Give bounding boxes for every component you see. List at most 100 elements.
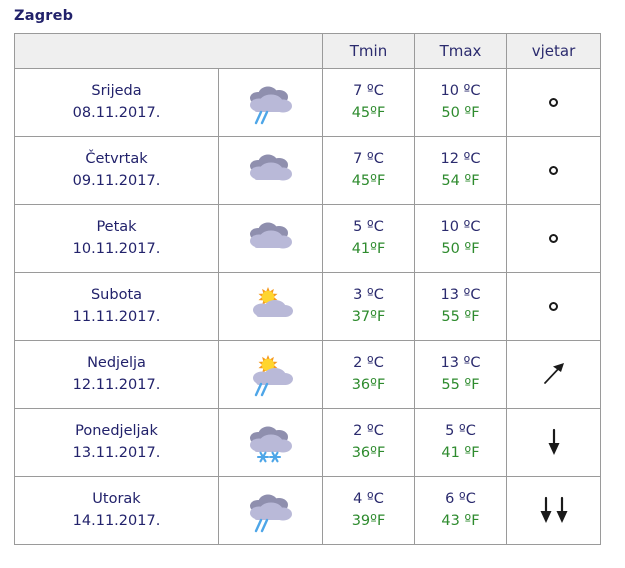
table-header-row: Tmin Tmax vjetar: [14, 33, 601, 69]
calm-wind-icon: [549, 234, 558, 243]
tmax-celsius: 13 ºC: [440, 287, 481, 304]
wind-arrow-northeast-icon: [532, 358, 576, 390]
table-row: Utorak 14.11.2017. 4 ºC 39ºF 6 ºC 43 ºF: [14, 476, 601, 545]
table-row: Četvrtak 09.11.2017. 7 ºC 45ºF 12 ºC 54 ºF: [14, 136, 601, 205]
day-date: 12.11.2017.: [72, 376, 161, 393]
wind-cell: [506, 272, 601, 341]
cloudy-icon: [242, 217, 300, 261]
wind-icon: [532, 426, 576, 460]
tmax-cell: 10 ºC 50 ºF: [414, 204, 507, 273]
tmax-fahrenheit: 50 ºF: [441, 240, 480, 257]
day-name: Srijeda: [91, 83, 142, 100]
wind-arrow-down-icon: [532, 426, 576, 458]
weather-icon-cell: [218, 340, 323, 409]
column-header-tmin: Tmin: [322, 33, 415, 69]
cloudy-snow-icon: [242, 421, 300, 465]
table-row: Petak 10.11.2017. 5 ºC 41ºF 10 ºC 50 ºF: [14, 204, 601, 273]
wind-cell: [506, 68, 601, 137]
wind-arrow-down-double-icon: [532, 494, 576, 526]
sun-cloud-rain-icon: [242, 353, 300, 397]
tmax-cell: 10 ºC 50 ºF: [414, 68, 507, 137]
tmin-celsius: 2 ºC: [353, 423, 384, 440]
wind-cell: [506, 476, 601, 545]
weather-icon-cell: [218, 68, 323, 137]
wind-cell: [506, 136, 601, 205]
tmin-celsius: 2 ºC: [353, 355, 384, 372]
table-header: Tmin Tmax vjetar: [14, 33, 601, 69]
tmax-cell: 5 ºC 41 ºF: [414, 408, 507, 477]
weather-icon-cell: [218, 136, 323, 205]
day-name: Ponedjeljak: [75, 423, 158, 440]
column-header-day: [14, 33, 323, 69]
day-name: Nedjelja: [87, 355, 146, 372]
tmax-celsius: 5 ºC: [445, 423, 476, 440]
tmin-fahrenheit: 39ºF: [351, 512, 386, 529]
table-row: Srijeda 08.11.2017. 7 ºC 45ºF 10 ºC 50 ºF: [14, 68, 601, 137]
tmax-celsius: 10 ºC: [440, 83, 481, 100]
day-cell: Četvrtak 09.11.2017.: [14, 136, 219, 205]
tmin-cell: 3 ºC 37ºF: [322, 272, 415, 341]
tmax-fahrenheit: 41 ºF: [441, 444, 480, 461]
weather-icon-cell: [218, 408, 323, 477]
tmin-cell: 2 ºC 36ºF: [322, 340, 415, 409]
day-date: 11.11.2017.: [72, 308, 161, 325]
wind-icon: [532, 154, 576, 188]
column-header-tmax: Tmax: [414, 33, 507, 69]
tmax-celsius: 10 ºC: [440, 219, 481, 236]
wind-cell: [506, 340, 601, 409]
weather-icon-cell: [218, 204, 323, 273]
wind-cell: [506, 408, 601, 477]
table-row: Subota 11.11.2017. 3 ºC 37ºF 13 ºC 55 ºF: [14, 272, 601, 341]
wind-icon: [532, 494, 576, 528]
weather-icon-cell: [218, 272, 323, 341]
day-cell: Ponedjeljak 13.11.2017.: [14, 408, 219, 477]
tmin-cell: 4 ºC 39ºF: [322, 476, 415, 545]
tmin-celsius: 7 ºC: [353, 151, 384, 168]
tmin-celsius: 5 ºC: [353, 219, 384, 236]
tmax-celsius: 6 ºC: [445, 491, 476, 508]
tmax-celsius: 12 ºC: [440, 151, 481, 168]
tmax-fahrenheit: 55 ºF: [441, 376, 480, 393]
page-title: Zagreb: [14, 8, 74, 24]
day-cell: Srijeda 08.11.2017.: [14, 68, 219, 137]
tmax-fahrenheit: 50 ºF: [441, 104, 480, 121]
day-cell: Nedjelja 12.11.2017.: [14, 340, 219, 409]
table-body: Srijeda 08.11.2017. 7 ºC 45ºF 10 ºC 50 ºF Četv…: [14, 68, 601, 545]
tmin-fahrenheit: 41ºF: [351, 240, 386, 257]
day-date: 09.11.2017.: [72, 172, 161, 189]
tmax-cell: 13 ºC 55 ºF: [414, 340, 507, 409]
wind-icon: [532, 222, 576, 256]
tmax-fahrenheit: 55 ºF: [441, 308, 480, 325]
day-date: 14.11.2017.: [72, 512, 161, 529]
day-name: Četvrtak: [85, 151, 148, 168]
wind-icon: [532, 290, 576, 324]
day-cell: Petak 10.11.2017.: [14, 204, 219, 273]
column-header-wind: vjetar: [506, 33, 601, 69]
day-date: 10.11.2017.: [72, 240, 161, 257]
tmin-cell: 5 ºC 41ºF: [322, 204, 415, 273]
cloudy-rain-icon: [242, 489, 300, 533]
wind-icon: [532, 358, 576, 392]
calm-wind-icon: [549, 98, 558, 107]
calm-wind-icon: [549, 302, 558, 311]
wind-icon: [532, 86, 576, 120]
tmin-fahrenheit: 36ºF: [351, 444, 386, 461]
tmin-celsius: 3 ºC: [353, 287, 384, 304]
calm-wind-icon: [549, 166, 558, 175]
tmin-cell: 7 ºC 45ºF: [322, 136, 415, 205]
tmin-celsius: 4 ºC: [353, 491, 384, 508]
tmin-cell: 2 ºC 36ºF: [322, 408, 415, 477]
tmin-cell: 7 ºC 45ºF: [322, 68, 415, 137]
tmax-cell: 6 ºC 43 ºF: [414, 476, 507, 545]
cloudy-rain-icon: [242, 81, 300, 125]
tmin-fahrenheit: 37ºF: [351, 308, 386, 325]
day-date: 08.11.2017.: [72, 104, 161, 121]
sun-cloud-icon: [242, 285, 300, 329]
weather-icon-cell: [218, 476, 323, 545]
tmin-fahrenheit: 45ºF: [351, 104, 386, 121]
tmax-fahrenheit: 43 ºF: [441, 512, 480, 529]
tmax-celsius: 13 ºC: [440, 355, 481, 372]
day-cell: Subota 11.11.2017.: [14, 272, 219, 341]
tmax-cell: 12 ºC 54 ºF: [414, 136, 507, 205]
tmax-fahrenheit: 54 ºF: [441, 172, 480, 189]
